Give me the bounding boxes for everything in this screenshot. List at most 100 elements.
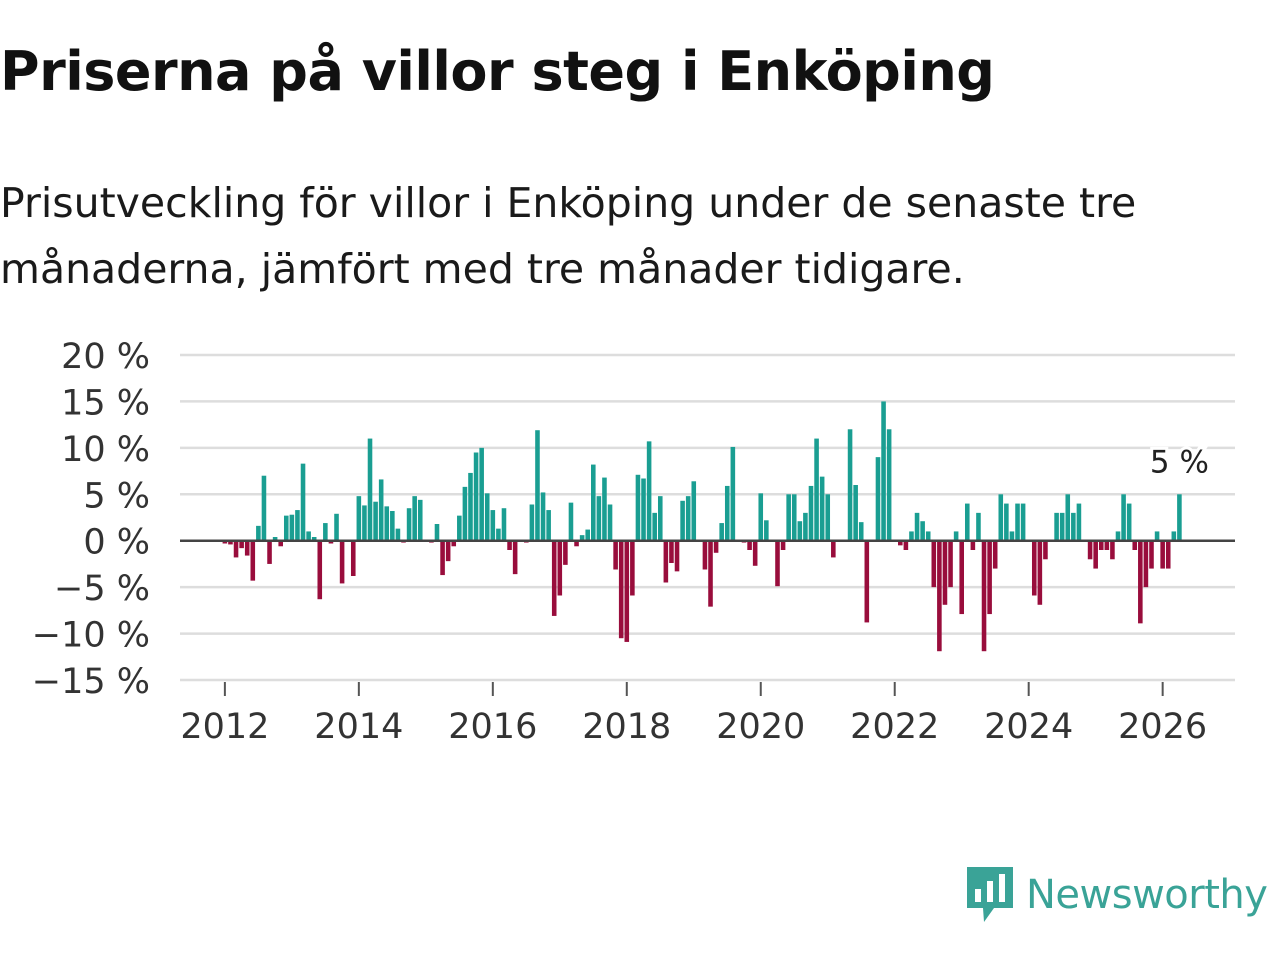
bar	[579, 535, 585, 541]
bar	[702, 540, 708, 570]
bar	[546, 510, 551, 541]
bar	[289, 514, 295, 541]
bar	[323, 523, 328, 541]
bar	[663, 540, 669, 583]
bar	[808, 485, 814, 541]
bar	[350, 540, 356, 576]
bar	[563, 540, 568, 565]
x-tick-label: 2016	[448, 707, 537, 747]
bar	[657, 496, 663, 541]
y-tick-label: 15 %	[61, 383, 150, 423]
bar	[300, 463, 306, 541]
bar	[607, 504, 613, 541]
bar	[490, 510, 496, 541]
bar	[998, 494, 1004, 541]
bar	[540, 492, 546, 541]
bar	[222, 540, 228, 544]
bar	[814, 438, 819, 541]
brand-logo: Newsworthy	[964, 864, 1268, 926]
x-tick-label: 2022	[850, 707, 939, 747]
x-tick-label: 2014	[314, 707, 403, 747]
bar	[406, 508, 412, 541]
bar	[334, 513, 339, 541]
bar	[847, 429, 853, 541]
y-tick-label: 20 %	[61, 337, 150, 377]
bar	[261, 475, 267, 541]
bar	[339, 540, 345, 584]
bar	[507, 540, 512, 550]
bar	[948, 540, 953, 588]
bar	[551, 540, 557, 616]
bar	[596, 496, 602, 541]
bar	[417, 499, 423, 541]
bar	[898, 540, 903, 546]
bar	[1093, 540, 1098, 569]
bar	[1043, 540, 1048, 560]
bar	[512, 540, 518, 575]
bar	[311, 537, 317, 541]
bar	[685, 496, 691, 541]
y-tick-label: −15 %	[32, 662, 150, 702]
bar	[730, 446, 736, 541]
bar	[1115, 531, 1121, 541]
bar	[987, 540, 992, 615]
bar	[1110, 540, 1115, 560]
bar	[295, 510, 300, 541]
bar	[1054, 512, 1059, 541]
bar	[1015, 503, 1020, 541]
bar	[959, 540, 964, 615]
y-tick-label: 5 %	[83, 476, 150, 516]
bar	[646, 441, 652, 541]
last-value-annotation: 5 %	[1150, 444, 1209, 480]
bar	[1076, 503, 1082, 541]
bar	[914, 512, 920, 541]
bar	[378, 479, 384, 541]
bar	[791, 494, 797, 541]
bar	[1087, 540, 1093, 560]
bar	[803, 512, 808, 541]
bar	[1004, 503, 1009, 541]
bar	[1121, 494, 1126, 541]
bar	[568, 502, 574, 541]
bar	[875, 457, 881, 541]
bar	[981, 540, 987, 652]
bar	[496, 528, 501, 541]
bar	[864, 540, 870, 623]
bar	[613, 540, 618, 570]
bar	[367, 438, 373, 541]
bar	[747, 540, 752, 550]
bar	[724, 485, 730, 541]
bar	[635, 474, 641, 541]
bar	[317, 540, 323, 600]
bar	[970, 540, 976, 550]
bar	[283, 515, 289, 541]
y-tick-label: 0 %	[83, 523, 150, 563]
bar	[937, 540, 942, 652]
bar	[228, 540, 233, 545]
bar	[267, 540, 272, 564]
bar	[1177, 494, 1182, 541]
bar	[630, 540, 635, 596]
bar	[931, 540, 937, 588]
bar	[1031, 540, 1037, 596]
bar	[412, 496, 417, 541]
bar	[445, 540, 451, 562]
newsworthy-logo-icon	[967, 867, 1013, 922]
bar	[328, 540, 334, 544]
bar	[451, 540, 457, 547]
x-tick-label: 2018	[582, 707, 671, 747]
bar	[964, 503, 970, 541]
bar	[244, 540, 250, 556]
bar-chart: 20 % 15 % 10 % 5 % 0 % −5 % −10 % −15 % 2012 2014…	[32, 337, 1235, 747]
bar	[1149, 540, 1154, 569]
bar	[356, 496, 362, 541]
bar	[473, 452, 479, 541]
bar	[462, 486, 468, 541]
bar	[306, 531, 311, 541]
bar	[1160, 540, 1165, 569]
bar	[233, 540, 239, 558]
bar	[641, 478, 646, 541]
bar	[602, 477, 607, 541]
bar	[853, 485, 858, 541]
x-tick-label: 2020	[716, 707, 805, 747]
